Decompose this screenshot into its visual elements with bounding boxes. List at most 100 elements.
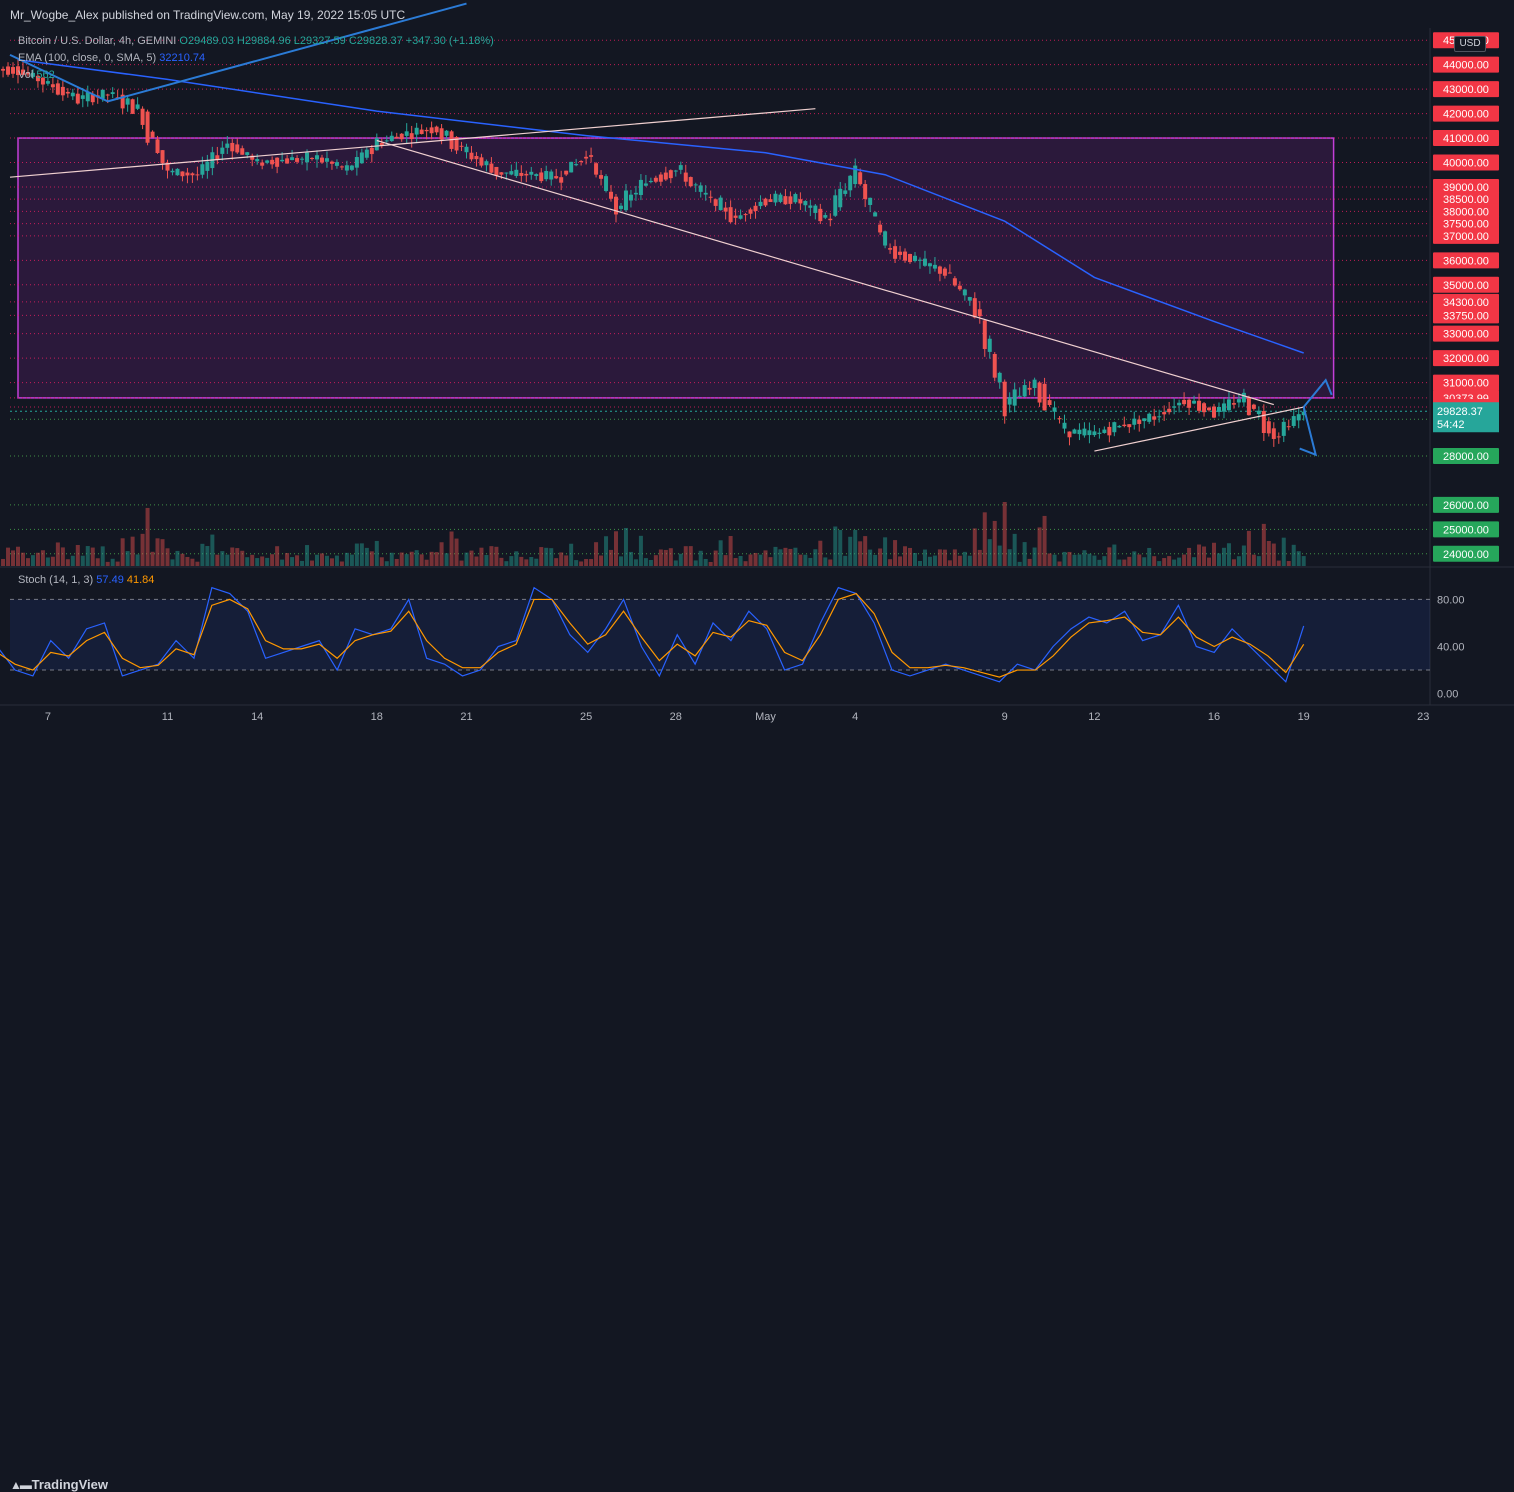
candle-body: [1107, 427, 1111, 435]
volume-bar: [783, 548, 787, 566]
time-axis-label: 4: [852, 711, 858, 723]
candle-body: [245, 152, 249, 155]
candle-body: [978, 309, 982, 316]
volume-bar: [245, 557, 249, 566]
candle-body: [764, 199, 768, 206]
candle-body: [111, 92, 115, 94]
candle-body: [943, 269, 947, 276]
volume-bar: [86, 546, 90, 566]
volume-bar: [146, 508, 150, 566]
time-axis-label: 11: [162, 711, 173, 723]
volume-bar: [764, 550, 768, 566]
price-level-label: 42000.00: [1443, 109, 1489, 121]
volume-bar: [240, 551, 244, 566]
volume-bar: [973, 528, 977, 566]
currency-button[interactable]: USD: [1454, 36, 1486, 52]
candle-body: [280, 160, 284, 161]
candle-body: [629, 195, 633, 201]
candle-body: [1232, 403, 1236, 405]
candle-body: [131, 99, 135, 114]
volume-bar: [1242, 546, 1246, 566]
candle-body: [310, 158, 314, 159]
candle-body: [1142, 418, 1146, 421]
candle-body: [903, 252, 907, 261]
volume-bar: [749, 554, 753, 566]
tradingview-logo[interactable]: ▲▬ TradingView: [10, 1477, 108, 1492]
volume-bar: [773, 547, 777, 566]
volume-bar: [56, 542, 60, 566]
volume-bar: [81, 556, 85, 566]
candle-body: [544, 171, 548, 179]
volume-bar: [405, 554, 409, 566]
candle-body: [788, 196, 792, 204]
volume-bar: [1267, 541, 1271, 566]
volume-bar: [778, 549, 782, 566]
candle-body: [484, 161, 488, 165]
candle-body: [1112, 422, 1116, 432]
volume-bar: [1197, 545, 1201, 566]
candle-body: [1192, 401, 1196, 404]
volume-bar: [1127, 557, 1131, 566]
time-axis-label: 18: [371, 711, 383, 723]
candle-body: [898, 252, 902, 255]
volume-bar: [1122, 560, 1126, 566]
candle-body: [1008, 397, 1012, 404]
candle-body: [504, 173, 508, 174]
high-value: H29884.96: [237, 35, 291, 47]
candle-body: [1257, 411, 1261, 414]
candle-body: [56, 83, 60, 94]
volume-bar: [1003, 502, 1007, 566]
candle-body: [1167, 409, 1171, 412]
price-chart[interactable]: 45000.0044000.0043000.0042000.0041000.00…: [0, 0, 1514, 737]
candle-body: [265, 160, 269, 162]
volume-bar: [320, 553, 324, 566]
volume-bar: [151, 552, 155, 566]
volume-bar: [724, 555, 728, 566]
volume-bar: [310, 561, 314, 566]
candle-body: [838, 189, 842, 207]
candle-body: [1297, 414, 1301, 420]
volume-label[interactable]: Vol: [18, 69, 33, 81]
candle-body: [1023, 385, 1027, 396]
volume-bar: [544, 548, 548, 566]
price-level-label: 34300.00: [1443, 297, 1489, 309]
stoch-axis-label: 80.00: [1437, 594, 1465, 606]
symbol-title[interactable]: Bitcoin / U.S. Dollar, 4h, GEMINI: [18, 35, 176, 47]
volume-bar: [131, 537, 135, 566]
candle-body: [71, 93, 75, 97]
candle-body: [220, 148, 224, 154]
volume-bar: [465, 553, 469, 566]
candle-body: [644, 183, 648, 185]
candle-body: [694, 184, 698, 185]
candle-body: [240, 148, 244, 154]
volume-bar: [569, 544, 573, 566]
volume-bar: [634, 559, 638, 566]
volume-value: 562: [36, 69, 54, 81]
volume-bar: [11, 550, 15, 566]
ema-label[interactable]: EMA (100, close, 0, SMA, 5): [18, 52, 156, 64]
volume-bar: [1167, 556, 1171, 566]
candle-body: [300, 159, 304, 160]
volume-bar: [270, 554, 274, 566]
price-level-label: 35000.00: [1443, 280, 1489, 292]
candle-body: [175, 169, 179, 175]
candle-body: [828, 219, 832, 220]
volume-bar: [903, 546, 907, 566]
candle-body: [963, 290, 967, 296]
volume-bar: [1292, 545, 1296, 566]
volume-bar: [584, 559, 588, 566]
volume-bar: [629, 552, 633, 566]
candle-body: [739, 215, 743, 218]
volume-bar: [793, 548, 797, 566]
volume-bar: [455, 539, 459, 566]
volume-bar: [1222, 548, 1226, 566]
volume-bar: [460, 561, 464, 566]
volume-bar: [365, 548, 369, 566]
price-level-label: 40000.00: [1443, 158, 1489, 170]
stoch-legend: Stoch (14, 1, 3) 57.49 41.84: [18, 574, 154, 586]
time-axis-label: 14: [251, 711, 263, 723]
candle-body: [953, 278, 957, 285]
candle-body: [1082, 429, 1086, 436]
stoch-label[interactable]: Stoch (14, 1, 3): [18, 574, 93, 586]
candle-body: [1038, 383, 1042, 403]
